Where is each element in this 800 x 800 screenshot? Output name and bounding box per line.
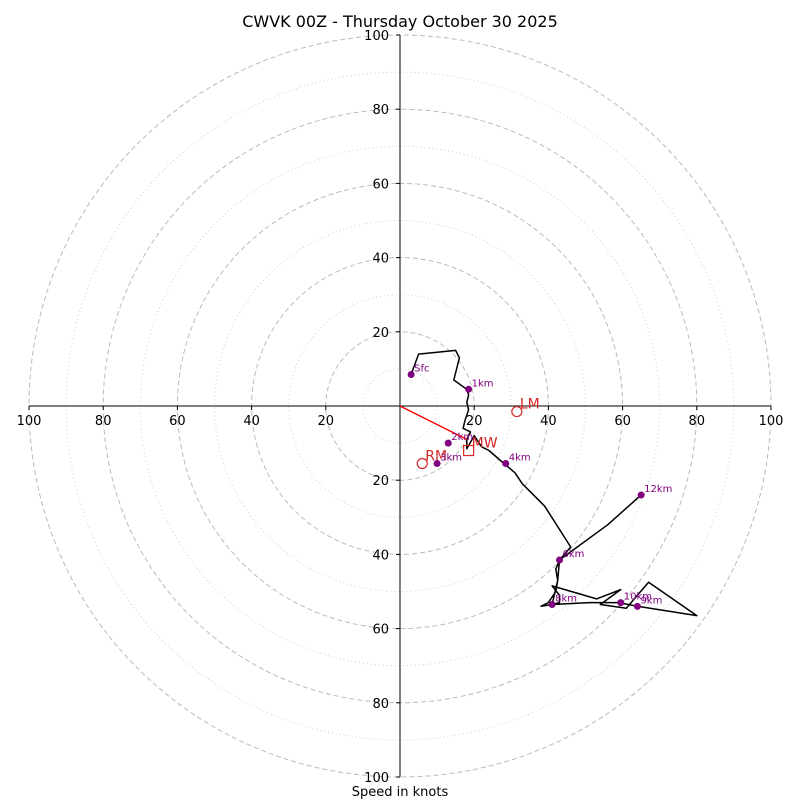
x-tick-label: 100 [759,414,784,429]
x-tick-label: 80 [95,414,112,429]
storm-motion-mw-label: MW [472,436,498,452]
height-label-8km: 8km [555,593,577,604]
x-tick-label: 20 [466,414,483,429]
height-point-10km [617,599,625,607]
height-point-9km [633,602,641,610]
y-tick-label: 40 [372,252,389,267]
height-point-sfc [407,370,415,378]
height-point-4km [502,460,510,468]
y-tick-label: 100 [364,771,389,786]
hodograph-trace [399,349,698,617]
y-tick-label: 80 [372,697,389,712]
y-tick-label: 60 [372,623,389,638]
storm-motion-lm-label: LM [520,397,540,413]
height-point-2km [444,439,452,447]
y-tick-label: 20 [372,326,389,341]
y-tick-label: 80 [372,103,389,118]
x-tick-label: 40 [243,414,260,429]
storm-motion-rm-label: RM [425,449,447,465]
storm-motion-rm-marker [416,457,428,470]
height-label-1km: 1km [472,378,494,389]
storm-motion-lm-marker [511,405,523,418]
height-label-2km: 2km [451,432,473,443]
y-tick-label: 40 [372,548,389,563]
y-tick-label: 60 [372,177,389,192]
height-point-12km [637,491,645,499]
storm-motion-markers: LM MW RM [416,397,540,470]
height-label-4km: 4km [509,453,531,464]
shear-vector [399,405,468,441]
x-tick-label: 100 [17,414,42,429]
x-tick-label: 20 [318,414,335,429]
height-point-3km [433,460,441,468]
height-label-10km: 10km [624,592,652,603]
height-point-8km [548,600,556,608]
tick-labels: 100 80 60 40 20 20 40 60 80 100 100 80 60 40 20 20 40 60 8… [17,29,784,786]
height-label-3km: 3km [440,453,462,464]
y-tick-label: 100 [364,29,389,44]
x-tick-label: 40 [540,414,557,429]
x-tick-label: 60 [169,414,186,429]
height-point-1km [465,385,473,393]
x-axis-label: Speed in knots [352,785,449,800]
x-tick-label: 80 [689,414,706,429]
storm-motion-mw-marker [463,444,475,457]
height-label-12km: 12km [644,484,672,495]
height-point-6km [556,556,564,564]
height-label-6km: 6km [563,549,585,560]
x-tick-label: 60 [614,414,631,429]
height-label-9km: 9km [640,595,662,606]
chart-title: CWVK 00Z - Thursday October 30 2025 [242,12,558,31]
y-tick-label: 20 [372,474,389,489]
hodograph-line [410,349,698,617]
height-label-sfc: Sfc [414,363,429,374]
